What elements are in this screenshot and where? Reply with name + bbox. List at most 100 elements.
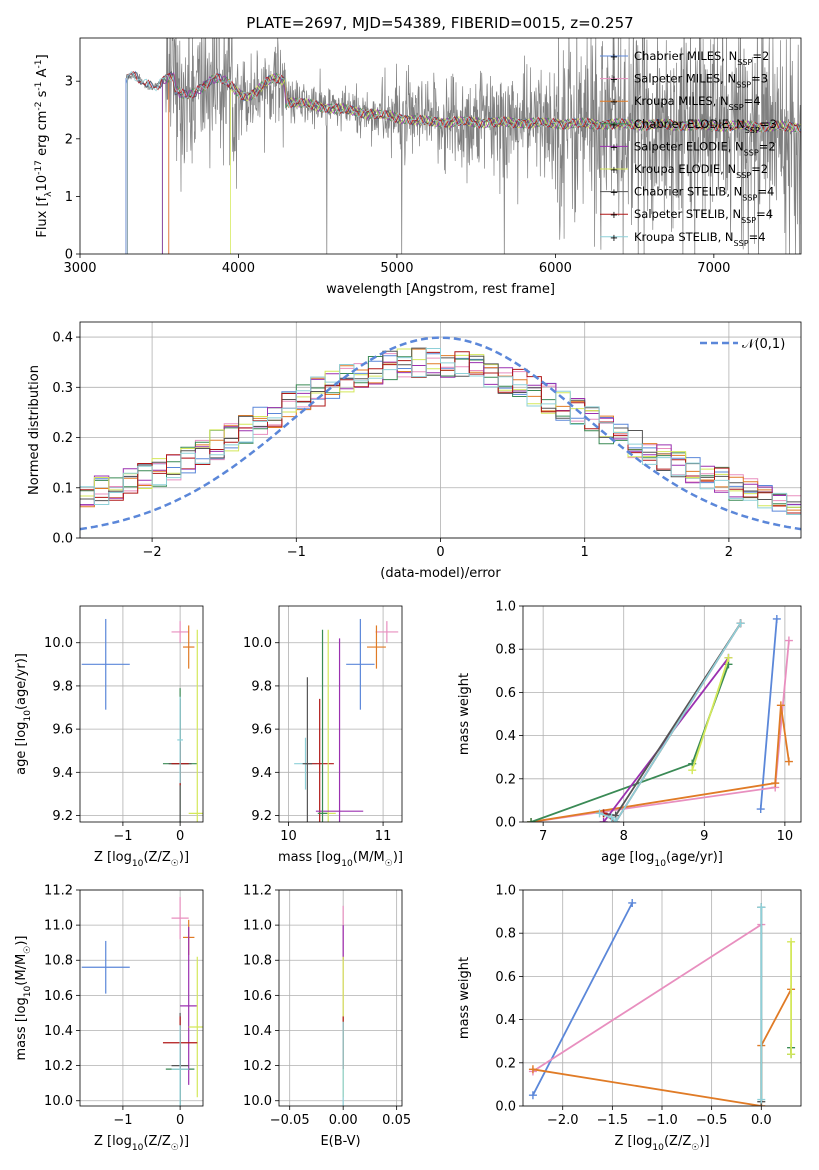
y-tick-label: 9.6 — [52, 723, 73, 738]
y-tick-label: 10.2 — [243, 1059, 272, 1074]
panel-weight_vs_Z: −2.0 −1.5 −1.0 −0.5 0.0 0.0 0.2 0.4 0.6 0.8 1.0 Z [… — [457, 884, 802, 1153]
y-tick-label: 0.1 — [52, 481, 73, 496]
legend-label: 𝒩(0,1) — [742, 337, 785, 352]
y-tick-label: 10.0 — [243, 636, 272, 651]
x-tick-label: 10 — [777, 829, 794, 844]
y-tick-label: 10.0 — [44, 1094, 73, 1109]
mass-weight-point — [772, 614, 781, 623]
mass-weight-line — [530, 705, 790, 822]
y-tick-label: 0 — [65, 248, 73, 263]
y-tick-label: 0.2 — [495, 1056, 516, 1071]
axes-frame — [79, 605, 204, 823]
y-tick-label: 9.4 — [52, 766, 73, 781]
y-tick-label: 0.8 — [495, 643, 516, 658]
plot-area — [81, 897, 203, 1106]
y-tick-label: 11.0 — [44, 919, 73, 934]
y-axis-label: Normed distribution — [27, 365, 42, 495]
y-axis-label: mass weight — [457, 673, 472, 755]
axes-frame — [79, 889, 204, 1107]
x-tick-label: −0.5 — [696, 1113, 728, 1128]
axes-overlay: −1 0 10.0 10.2 10.4 10.6 10.8 11.0 11.2 Z [log10(… — [14, 884, 204, 1153]
legend-label: Salpeter ELODIE, NSSP=2 — [634, 139, 776, 157]
x-tick-label: 4000 — [222, 261, 255, 276]
model-spectrum-line — [127, 70, 801, 254]
y-tick-label: 10.8 — [243, 954, 272, 969]
y-tick-label: 1 — [65, 190, 73, 205]
y-tick-label: 1.0 — [495, 884, 516, 899]
y-tick-label: 10.0 — [243, 1094, 272, 1109]
legend-label: Kroupa ELODIE, NSSP=2 — [634, 162, 768, 180]
axes-frame — [278, 605, 403, 823]
x-axis-label: Z [log10(Z/Z☉)] — [94, 850, 189, 869]
y-tick-label: 11.2 — [243, 884, 272, 899]
y-tick-label: 2 — [65, 132, 73, 147]
y-tick-label: 9.8 — [251, 679, 272, 694]
mass-weight-line — [603, 622, 742, 817]
y-tick-label: 9.6 — [251, 723, 272, 738]
y-tick-label: 0.3 — [52, 381, 73, 396]
mass-weight-point — [756, 805, 765, 814]
axes-frame — [278, 889, 403, 1107]
axes-overlay: 3000 4000 5000 6000 7000 0 1 2 3 wavelength [Angs… — [34, 37, 802, 297]
x-tick-label: −1 — [113, 1113, 132, 1128]
legend-marker: + — [610, 188, 618, 199]
legend-label: Chabrier ELODIE, NSSP=3 — [634, 117, 777, 135]
x-tick-label: 2 — [725, 545, 733, 560]
x-axis-label: mass [log10(M/M☉)] — [278, 850, 403, 869]
y-tick-label: 10.4 — [44, 1024, 73, 1039]
legend-marker: + — [610, 120, 618, 131]
y-tick-label: 0.0 — [495, 1100, 516, 1115]
x-tick-label: −2 — [143, 545, 162, 560]
y-tick-label: 0.0 — [52, 532, 73, 547]
legend-marker: + — [610, 233, 618, 244]
x-tick-label: 8 — [620, 829, 628, 844]
mass-weight-point — [784, 757, 793, 766]
mass-weight-point — [611, 818, 620, 822]
x-tick-label: −1.0 — [646, 1113, 678, 1128]
x-tick-label: 0 — [436, 545, 444, 560]
normal-distribution-curve — [80, 336, 801, 531]
legend-marker: + — [610, 210, 618, 221]
axes-overlay: −2.0 −1.5 −1.0 −0.5 0.0 0.0 0.2 0.4 0.6 0.8 1.0 Z [… — [457, 884, 802, 1153]
axes-overlay: −2 −1 0 1 2 0.0 0.1 0.2 0.3 0.4 (data-model)/error… — [27, 321, 802, 581]
mass-weight-point — [724, 653, 733, 662]
mass-weight-point — [528, 1091, 537, 1100]
legend-marker: + — [610, 75, 618, 86]
y-axis-label: Flux [fλ10-17 erg cm-2 s-1 A-1] — [34, 54, 54, 237]
y-tick-label: 10.8 — [44, 954, 73, 969]
x-tick-label: −2.0 — [547, 1113, 579, 1128]
y-tick-label: 0.6 — [495, 970, 516, 985]
legend-label: Chabrier MILES, NSSP=2 — [634, 49, 769, 67]
legend-label: Kroupa STELIB, NSSP=4 — [634, 230, 766, 248]
y-tick-label: 10.4 — [243, 1024, 272, 1039]
legend-marker: + — [610, 97, 618, 108]
y-axis-label: mass weight — [457, 957, 472, 1039]
legend-label: Chabrier STELIB, NSSP=4 — [634, 185, 774, 203]
x-axis-label: Z [log10(Z/Z☉)] — [614, 1134, 709, 1153]
legend-label: Salpeter STELIB, NSSP=4 — [634, 207, 773, 225]
x-tick-label: 7 — [539, 829, 547, 844]
mass-weight-line — [599, 622, 742, 822]
y-tick-label: 0.2 — [52, 431, 73, 446]
x-tick-label: −1 — [113, 829, 132, 844]
plot-area — [527, 614, 793, 822]
y-tick-label: 1.0 — [495, 600, 516, 615]
y-tick-label: 10.6 — [44, 989, 73, 1004]
axes-overlay: 7 8 9 10 0.0 0.2 0.4 0.6 0.8 1.0 age [log10(age/yr… — [457, 600, 802, 869]
mass-weight-point — [528, 1065, 537, 1074]
y-tick-label: 11.0 — [243, 919, 272, 934]
x-tick-label: −1.5 — [597, 1113, 629, 1128]
x-tick-label: 3000 — [63, 261, 96, 276]
y-tick-label: 3 — [65, 75, 73, 90]
y-axis-label: age [log10(age/yr)] — [14, 653, 33, 775]
x-tick-label: 0 — [176, 829, 184, 844]
legend-label: Kroupa MILES, NSSP=4 — [634, 94, 761, 112]
grid — [80, 889, 203, 1106]
x-tick-label: 1 — [581, 545, 589, 560]
x-axis-label: (data-model)/error — [380, 566, 501, 581]
x-tick-label: 0.00 — [329, 1113, 358, 1128]
legend-marker: + — [610, 52, 618, 63]
panel-age_vs_Z: −1 0 9.2 9.4 9.6 9.8 10.0 Z [log10(Z/Z☉)] age [l… — [14, 605, 204, 869]
axes-overlay: 10 11 9.2 9.4 9.6 9.8 10.0 mass [log10(M/M☉)] — [243, 605, 403, 869]
mass-weight-point — [607, 813, 616, 822]
